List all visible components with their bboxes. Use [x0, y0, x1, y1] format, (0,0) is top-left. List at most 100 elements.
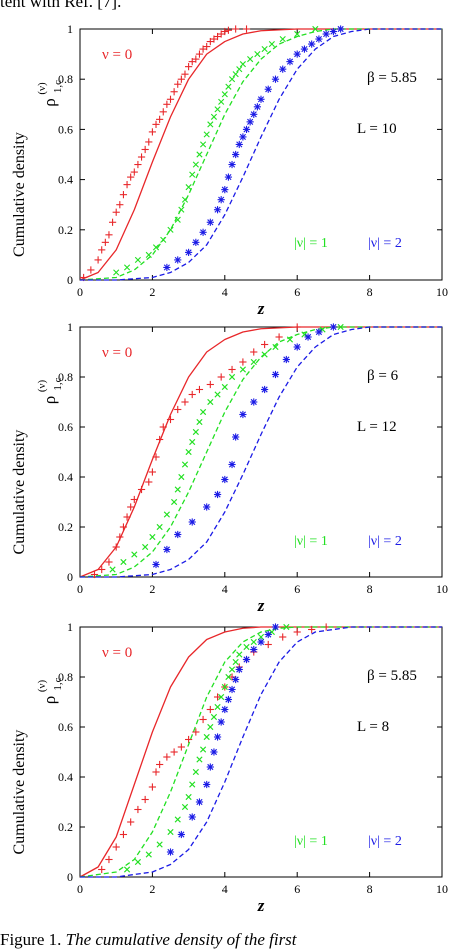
data-point [185, 793, 192, 801]
data-point [174, 486, 181, 493]
data-point [149, 533, 156, 541]
data-point [250, 110, 258, 118]
data-point [156, 115, 164, 123]
data-point [228, 76, 236, 83]
data-point [214, 106, 221, 113]
legend-nu2: |ν| = 2 [368, 834, 402, 849]
data-point [337, 25, 345, 33]
data-point [214, 703, 221, 711]
data-series [109, 323, 344, 573]
y-tick-label: 0.8 [58, 670, 73, 684]
data-point [264, 630, 272, 639]
data-point [127, 818, 135, 826]
y-tick-label: 0.8 [58, 370, 73, 384]
data-point [228, 373, 236, 381]
x-tick-label: 6 [294, 582, 300, 596]
theory-curve [79, 28, 442, 281]
data-point [232, 658, 239, 666]
data-point [257, 633, 265, 641]
data-point [213, 490, 222, 499]
y-tick-label: 0.6 [58, 420, 73, 434]
data-point [207, 398, 214, 406]
x-tick-label: 8 [367, 882, 373, 896]
x-tick-label: 0 [77, 882, 83, 896]
data-point [232, 150, 240, 159]
data-series [80, 25, 251, 282]
data-point [247, 56, 254, 63]
data-point [192, 428, 199, 436]
data-point [123, 264, 131, 271]
data-point [163, 100, 171, 108]
data-point [257, 638, 265, 646]
data-point [166, 95, 175, 103]
data-series [163, 25, 345, 272]
theory-curve [79, 326, 442, 578]
data-point [217, 718, 225, 726]
data-point [130, 168, 138, 176]
chart-panel-1: 0 2 4 6 8 10 0 0.2 0.4 0.6 0.8 1 z Cumulative density… [11, 22, 448, 318]
data-point [218, 693, 225, 701]
y-symbol-subscript: 1,c [52, 377, 64, 390]
data-point [228, 365, 236, 374]
y-tick-label: 0.2 [58, 520, 73, 534]
data-point [250, 348, 258, 356]
data-point [123, 181, 131, 189]
x-tick-label: 4 [222, 285, 228, 299]
data-point [199, 746, 207, 753]
data-point [145, 478, 153, 486]
data-point [119, 191, 128, 199]
data-point [239, 133, 247, 141]
data-point [152, 453, 160, 461]
data-point [239, 366, 246, 373]
data-point [319, 326, 326, 333]
data-point [243, 643, 250, 651]
data-point [315, 328, 323, 336]
data-point [87, 266, 95, 274]
data-point [185, 63, 193, 71]
data-point [286, 336, 294, 343]
data-series [113, 25, 319, 276]
data-point [148, 783, 156, 791]
data-point [174, 216, 181, 223]
data-point [119, 523, 128, 531]
x-axis-label: z [257, 596, 265, 615]
data-point [141, 795, 149, 804]
data-point [152, 244, 160, 251]
data-point [264, 85, 272, 93]
x-tick-label: 2 [149, 582, 155, 596]
data-point [203, 780, 211, 789]
data-point [308, 625, 316, 634]
bottom-caption: Figure 1. The cumulative density of the … [0, 930, 474, 949]
data-point [271, 370, 280, 379]
data-point [134, 160, 142, 169]
data-point [293, 343, 301, 351]
chart-panel-2: 0 2 4 6 8 10 0 0.2 0.4 0.6 0.8 1 z Cumulative density… [11, 320, 448, 615]
data-point [137, 153, 146, 161]
data-point [242, 125, 251, 133]
data-point [134, 805, 142, 814]
x-tick-label: 8 [367, 582, 373, 596]
x-tick-label: 8 [367, 285, 373, 299]
legend-nu0: ν = 0 [102, 47, 132, 63]
data-point [119, 830, 128, 839]
y-axis-label: Cumulative density [11, 730, 28, 855]
data-point [203, 503, 211, 511]
data-point [218, 98, 225, 105]
data-point [163, 545, 171, 554]
data-point [279, 633, 287, 641]
data-point [242, 25, 251, 33]
data-point [160, 236, 167, 243]
data-point [152, 120, 160, 128]
data-point [221, 91, 228, 98]
data-point [177, 830, 185, 839]
data-point [283, 623, 290, 631]
data-point [225, 673, 232, 681]
data-point [236, 651, 243, 658]
data-point [221, 383, 228, 391]
data-point [199, 45, 207, 53]
data-point [174, 80, 182, 88]
data-point [213, 32, 222, 41]
data-point [189, 781, 196, 788]
y-symbol-superscript: (ν) [36, 82, 48, 95]
y-tick-label: 0.4 [58, 470, 73, 484]
